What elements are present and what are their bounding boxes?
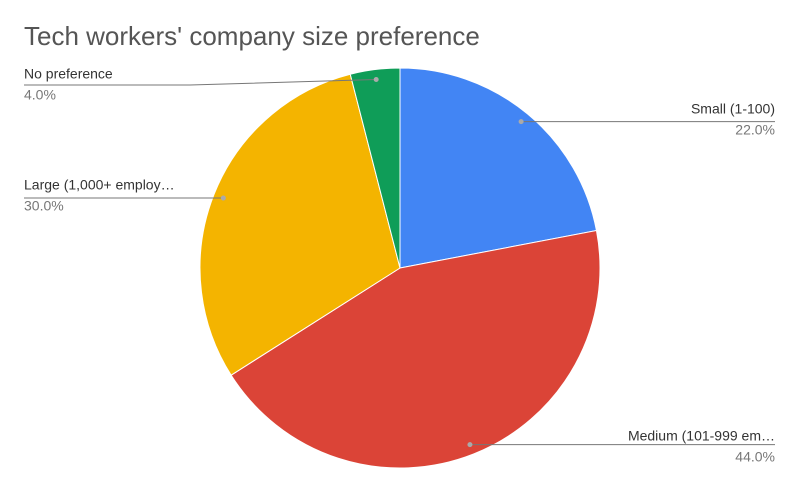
- chart-title: Tech workers' company size preference: [24, 21, 480, 51]
- leader-line: [24, 78, 377, 86]
- pie-slice: [399, 67, 598, 269]
- slice-value-label: 44.0%: [735, 449, 775, 465]
- slice-label: No preference: [24, 66, 113, 82]
- slice-value-label: 22.0%: [735, 122, 775, 138]
- leader-dot: [518, 119, 524, 125]
- slice-value-label: 4.0%: [24, 87, 56, 103]
- slice-label: Small (1-100): [691, 101, 775, 117]
- leader-dot: [220, 195, 226, 201]
- leader-dot: [467, 442, 473, 448]
- pie-slice: [349, 67, 401, 269]
- pie-slice: [199, 73, 401, 376]
- slice-value-label: 30.0%: [24, 198, 64, 214]
- slice-label: Large (1,000+ employ…: [24, 177, 175, 193]
- leader-dot: [373, 76, 379, 82]
- pie-slice: [230, 229, 601, 469]
- slice-label: Medium (101-999 em…: [628, 428, 775, 444]
